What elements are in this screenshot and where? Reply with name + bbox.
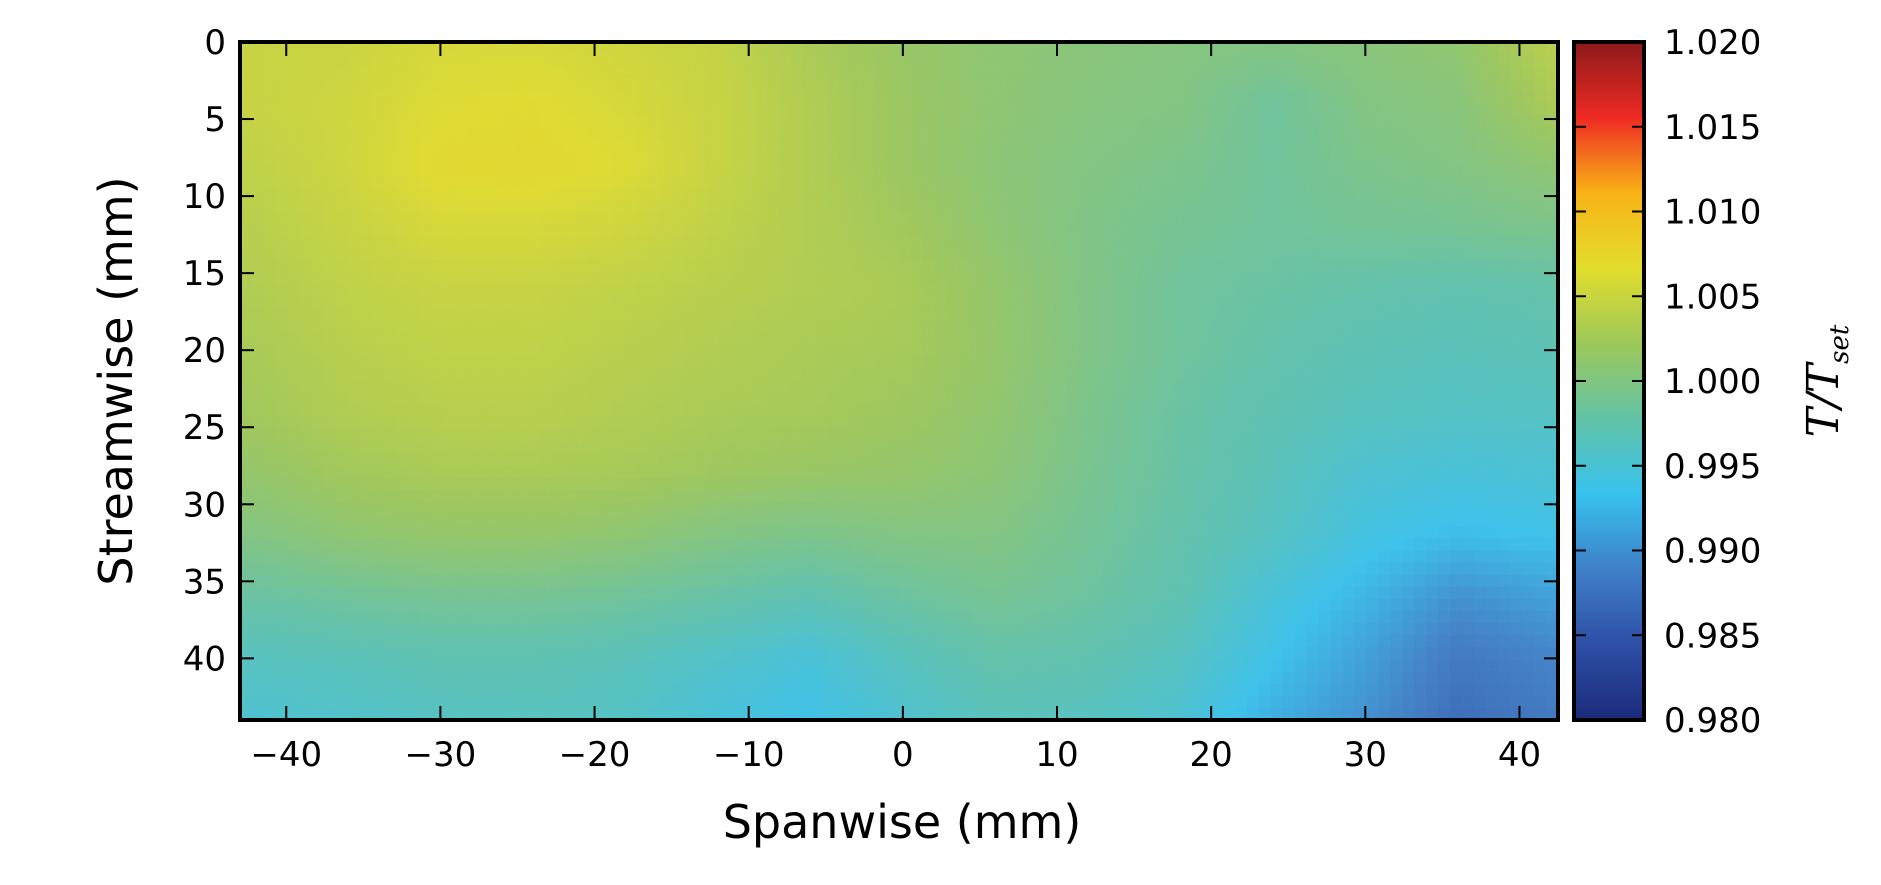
heatmap-plot-area [238,40,1560,722]
